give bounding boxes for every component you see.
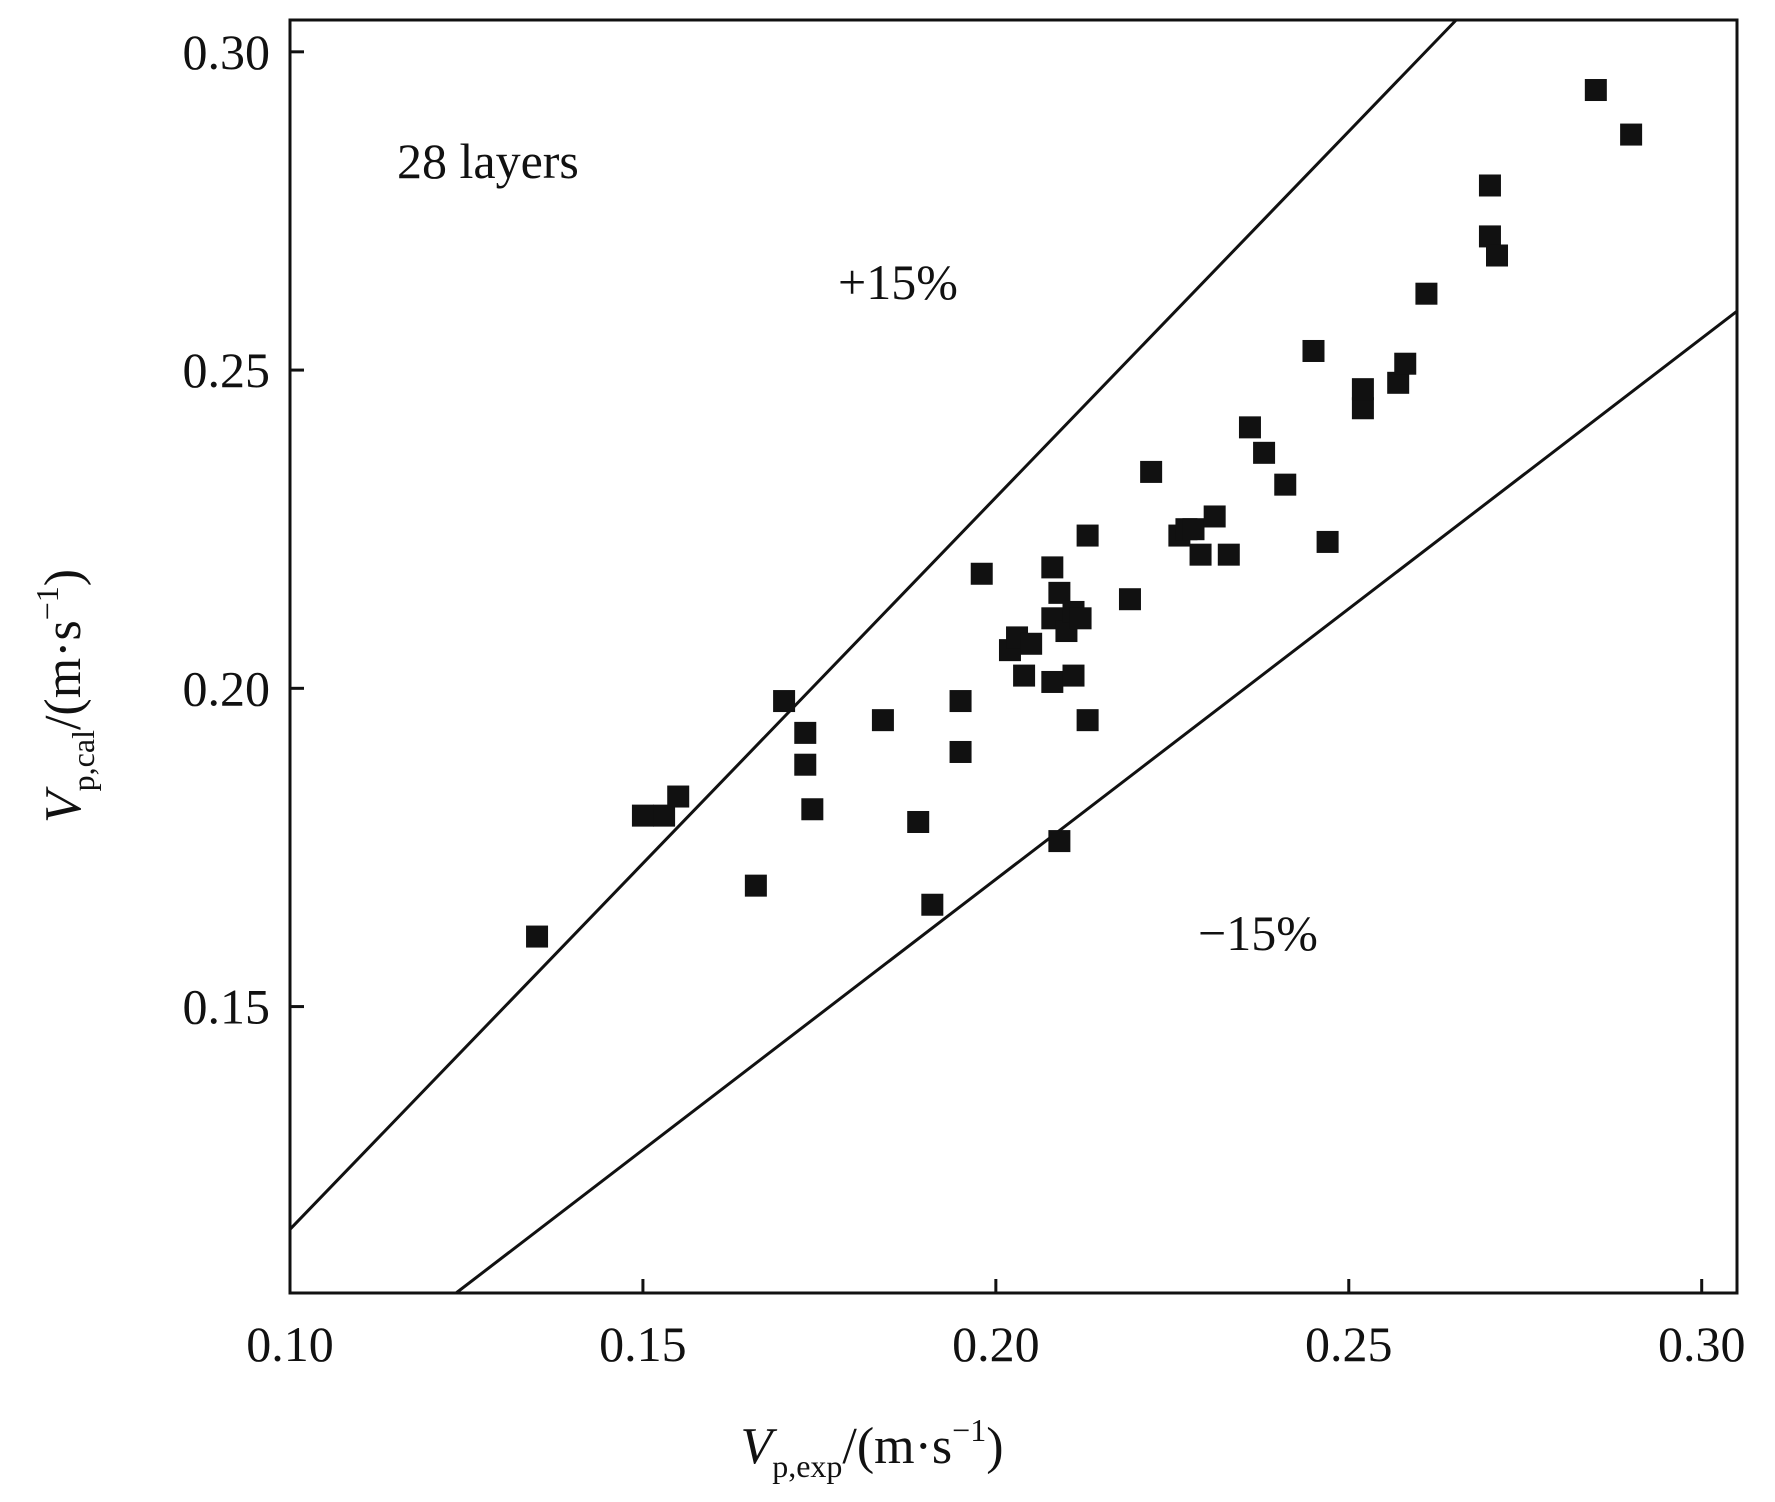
data-point <box>949 740 972 763</box>
plot-area <box>288 18 1739 1295</box>
data-point <box>1351 378 1374 401</box>
data-point <box>1394 352 1417 375</box>
x-tick-label: 0.20 <box>952 1316 1040 1372</box>
data-point <box>1182 518 1205 541</box>
y-axis-exp: −1 <box>29 586 65 620</box>
data-point <box>1478 174 1501 197</box>
x-axis-sub: p,exp <box>772 1448 842 1484</box>
x-tick-label: 0.10 <box>246 1316 334 1372</box>
x-axis-title: Vp,exp/(m·s−1) <box>740 1412 1003 1484</box>
data-point <box>1048 581 1071 604</box>
x-tick-label: 0.15 <box>599 1316 687 1372</box>
data-point <box>1020 632 1043 655</box>
x-tick-label: 0.25 <box>1305 1316 1393 1372</box>
y-tick-label: 0.20 <box>183 660 271 716</box>
data-point <box>1316 530 1339 553</box>
data-point <box>744 874 767 897</box>
data-point <box>794 721 817 744</box>
axis-ticks <box>288 50 1704 1293</box>
x-axis-var: V <box>740 1418 777 1475</box>
data-point <box>1203 505 1226 528</box>
x-tick-label: 0.30 <box>1658 1316 1746 1372</box>
data-point <box>1478 225 1501 248</box>
data-point <box>871 709 894 732</box>
y-tick-label: 0.15 <box>183 979 271 1035</box>
data-point <box>1351 397 1374 420</box>
data-point <box>1217 543 1240 566</box>
y-tick-label: 0.25 <box>183 342 271 398</box>
x-axis-close: ) <box>986 1418 1003 1475</box>
data-point <box>1048 830 1071 853</box>
data-point <box>1620 123 1643 146</box>
y-axis-sub: p,cal <box>65 730 101 791</box>
data-point <box>1387 371 1410 394</box>
data-point <box>1415 282 1438 305</box>
annotation-minus-15: −15% <box>1198 905 1318 961</box>
y-axis-title: Vp,cal/(m·s−1) <box>29 569 101 823</box>
data-point <box>794 753 817 776</box>
data-point <box>773 690 796 713</box>
data-point <box>921 893 944 916</box>
reference-lines <box>288 18 1738 1295</box>
data-point <box>1238 416 1261 439</box>
data-points <box>526 79 1643 948</box>
data-point <box>1118 588 1141 611</box>
data-point <box>1041 670 1064 693</box>
plot-frame <box>288 18 1739 1295</box>
data-point <box>1584 79 1607 102</box>
annotation-plus-15: +15% <box>838 254 958 310</box>
data-point <box>1486 244 1509 267</box>
data-point <box>1062 664 1085 687</box>
data-point <box>1302 339 1325 362</box>
data-point <box>1189 543 1212 566</box>
data-point <box>907 810 930 833</box>
data-point <box>1041 556 1064 579</box>
data-point <box>667 785 690 808</box>
x-axis-exp: −1 <box>952 1412 986 1448</box>
annotation-layers: 28 layers <box>397 133 579 189</box>
reference-line-minus-15 <box>455 310 1738 1295</box>
data-point <box>653 804 676 827</box>
data-point <box>970 562 993 585</box>
data-point <box>526 925 549 948</box>
data-point <box>1076 709 1099 732</box>
data-point <box>1076 524 1099 547</box>
tick-labels: 0.10 0.15 0.20 0.25 0.30 0.15 0.20 0.25 0.30 <box>183 24 1746 1372</box>
y-axis-unit: /(m·s <box>35 620 92 730</box>
reference-line-plus-15 <box>288 18 1458 1231</box>
y-axis-close: ) <box>35 569 92 586</box>
y-tick-label: 0.30 <box>183 24 271 80</box>
data-point <box>801 798 824 821</box>
y-axis-var: V <box>35 786 92 823</box>
data-point <box>1013 664 1036 687</box>
data-point <box>1253 441 1276 464</box>
x-axis-unit: /(m·s <box>842 1418 952 1475</box>
data-point <box>949 690 972 713</box>
data-point <box>631 804 654 827</box>
data-point <box>1274 473 1297 496</box>
data-point <box>1069 607 1092 630</box>
data-point <box>1140 460 1163 483</box>
